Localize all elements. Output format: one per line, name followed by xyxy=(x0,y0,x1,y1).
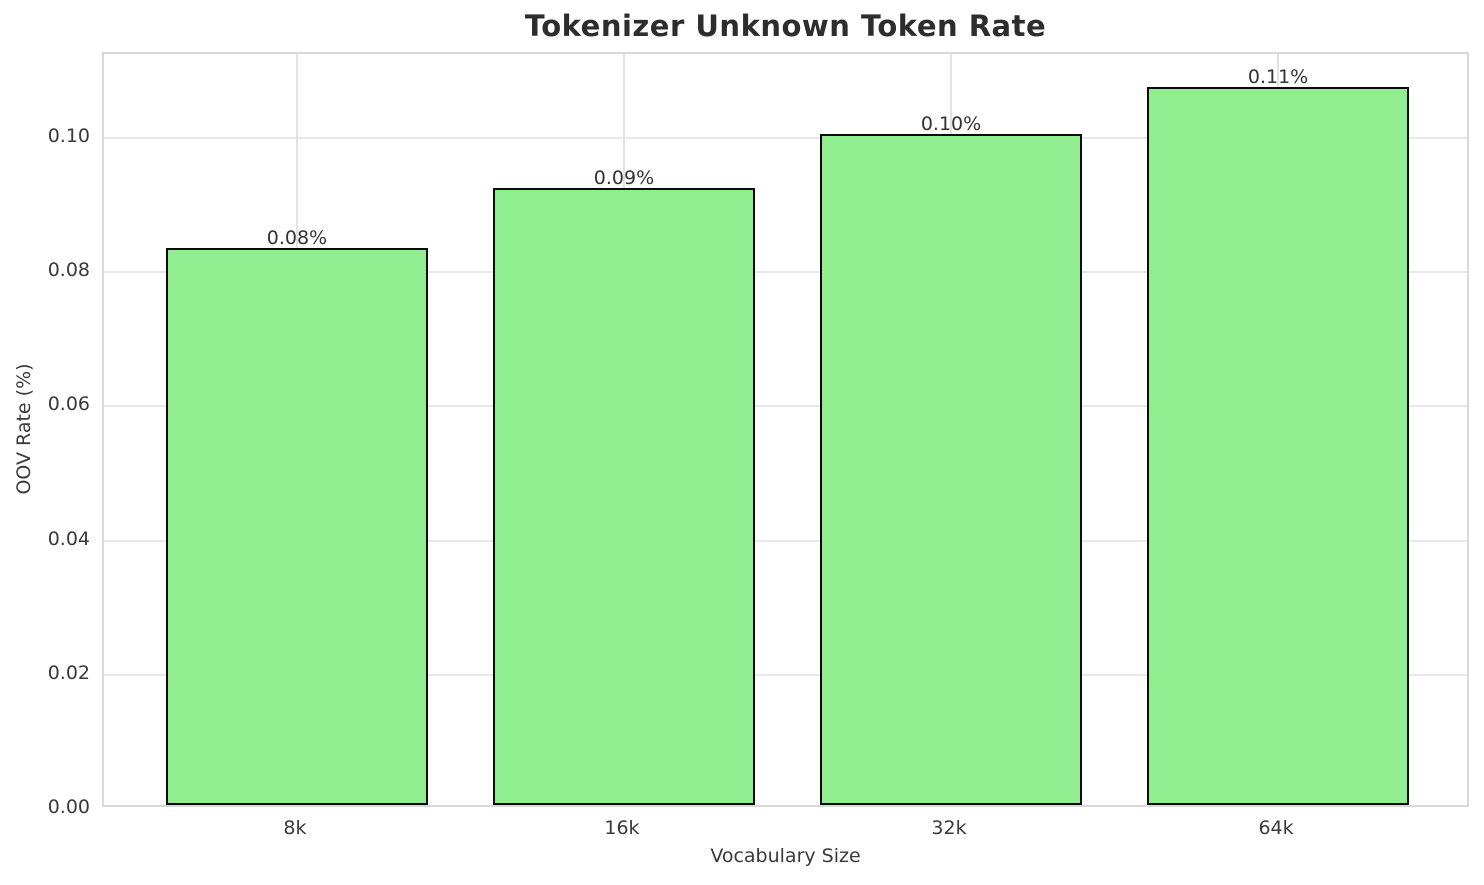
x-tick-label: 16k xyxy=(604,817,640,839)
x-tick-label: 64k xyxy=(1258,817,1294,839)
h-gridline xyxy=(104,405,1467,408)
bar xyxy=(493,187,755,805)
bar xyxy=(1147,86,1409,805)
y-tick-label: 0.04 xyxy=(47,527,90,550)
y-tick-label: 0.08 xyxy=(47,259,90,282)
y-tick-label: 0.02 xyxy=(47,661,90,684)
bar-value-label: 0.08% xyxy=(266,226,328,249)
y-tick-label: 0.00 xyxy=(47,796,90,818)
x-tick-label: 32k xyxy=(931,817,967,839)
bar-value-label: 0.09% xyxy=(593,166,655,189)
h-gridline xyxy=(104,271,1467,274)
bar-value-label: 0.10% xyxy=(920,112,982,135)
x-tick-label: 8k xyxy=(283,817,307,839)
plot-area: 0.08% 0.09% 0.10% 0.11% xyxy=(102,52,1469,807)
x-axis-label: Vocabulary Size xyxy=(710,845,861,867)
y-axis-label: OOV Rate (%) xyxy=(13,363,35,495)
bar-value-label: 0.11% xyxy=(1247,65,1309,88)
h-gridline xyxy=(104,539,1467,542)
y-tick-label: 0.06 xyxy=(47,393,90,416)
bar xyxy=(166,247,428,805)
h-gridline xyxy=(104,673,1467,676)
h-gridline xyxy=(104,136,1467,139)
bar xyxy=(820,133,1082,805)
y-tick-label: 0.10 xyxy=(47,124,90,147)
chart-title: Tokenizer Unknown Token Rate xyxy=(524,9,1047,43)
